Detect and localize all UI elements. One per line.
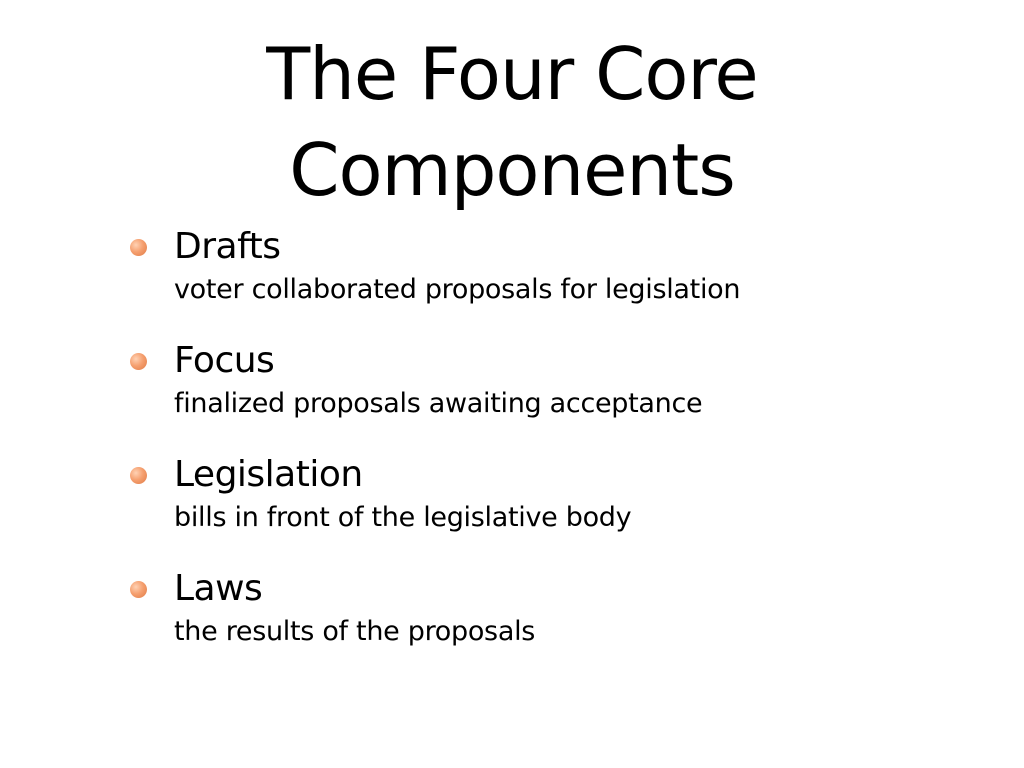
bullet-heading: Laws [174,568,263,609]
bullet-item-legislation: Legislation bills in front of the legisl… [130,452,990,566]
bullet-description: voter collaborated proposals for legisla… [174,274,741,305]
bullet-description: finalized proposals awaiting acceptance [174,388,703,419]
bullet-description: bills in front of the legislative body [174,502,632,533]
bullet-dot-icon [130,239,147,256]
bullet-dot-icon [130,467,147,484]
bullet-dot-icon [130,353,147,370]
slide-title-line-1: The Four Core [266,32,758,116]
bullet-item-laws: Laws the results of the proposals [130,566,990,680]
bullet-item-drafts: Drafts voter collaborated proposals for … [130,224,990,338]
slide-title-line-2: Components [289,128,736,212]
bullet-list: Drafts voter collaborated proposals for … [130,224,990,680]
bullet-dot-icon [130,581,147,598]
bullet-heading: Focus [174,340,275,381]
bullet-item-focus: Focus finalized proposals awaiting accep… [130,338,990,452]
bullet-heading: Drafts [174,226,281,267]
slide-title: The Four Core Components [0,26,1024,218]
bullet-heading: Legislation [174,454,363,495]
bullet-description: the results of the proposals [174,616,536,647]
